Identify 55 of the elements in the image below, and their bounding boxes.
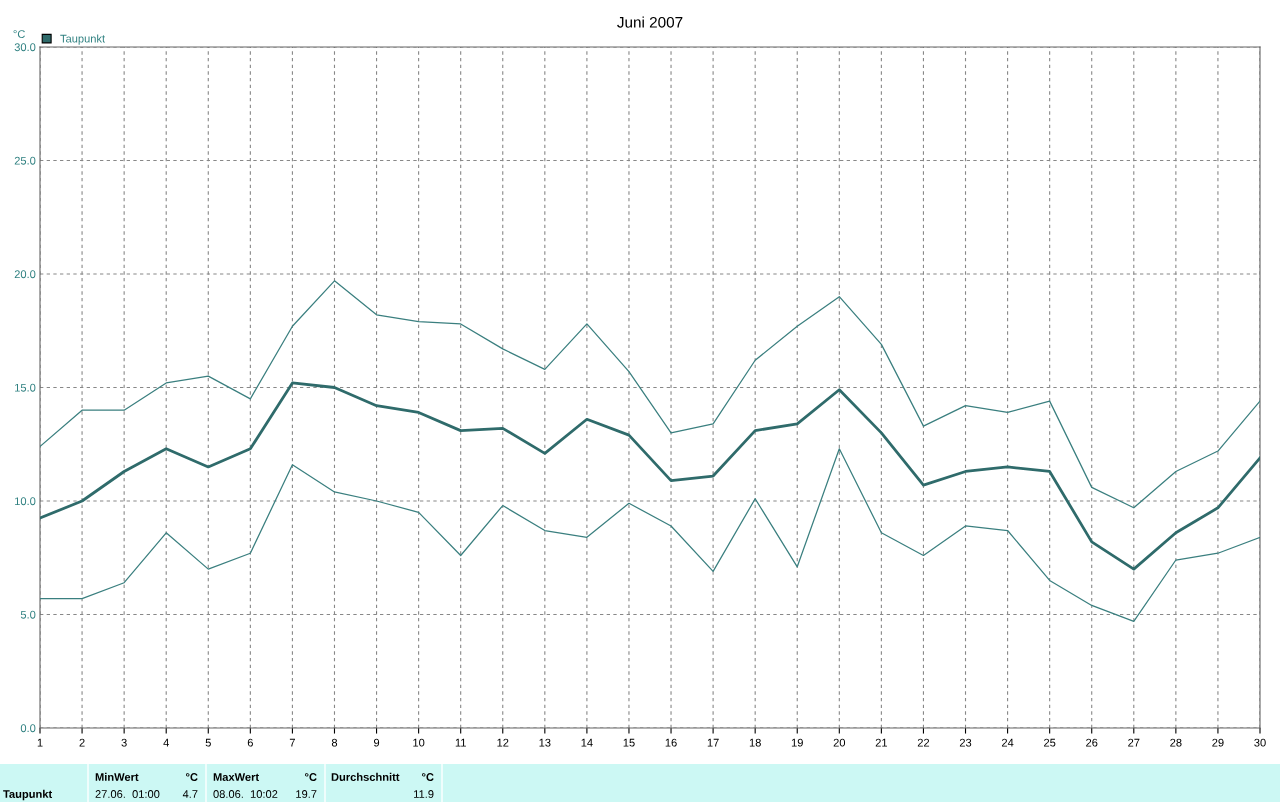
y-tick-label: 25.0 bbox=[14, 156, 36, 165]
x-tick-label: 12 bbox=[497, 738, 509, 747]
chart-title: Juni 2007 bbox=[617, 16, 683, 28]
y-tick-label: 20.0 bbox=[14, 270, 36, 279]
text: MaxWert bbox=[213, 773, 259, 781]
x-tick-label: 22 bbox=[917, 738, 930, 747]
x-tick-label: 28 bbox=[1170, 738, 1182, 747]
text: MinWert bbox=[95, 772, 139, 781]
x-tick-label: 10 bbox=[413, 738, 425, 747]
text: Taupunkt bbox=[3, 789, 53, 801]
legend-label: Taupunkt bbox=[60, 34, 106, 45]
x-tick-label: 15 bbox=[623, 738, 635, 747]
x-tick-label: 8 bbox=[331, 738, 338, 747]
text: °C bbox=[305, 773, 317, 781]
x-tick-label: 19 bbox=[791, 738, 803, 747]
x-tick-label: 1 bbox=[37, 738, 43, 747]
x-tick-label: 21 bbox=[875, 738, 888, 747]
text: 08.06. 10:02 bbox=[213, 790, 278, 798]
x-tick-label: 5 bbox=[205, 738, 211, 747]
y-tick-label: 30.0 bbox=[14, 43, 36, 52]
text: 4.7 bbox=[182, 790, 198, 798]
y-tick-label: 0.0 bbox=[20, 724, 36, 733]
text: Durchschnitt bbox=[331, 772, 400, 781]
text: 27.06. 01:00 bbox=[95, 790, 160, 798]
y-tick-label: 5.0 bbox=[20, 610, 36, 619]
x-tick-label: 14 bbox=[581, 738, 593, 747]
line-series bbox=[40, 381, 1260, 571]
x-tick-label: 2 bbox=[79, 738, 85, 747]
x-tick-label: 16 bbox=[665, 738, 677, 747]
text: 11.9 bbox=[414, 790, 434, 798]
x-tick-label: 9 bbox=[373, 738, 380, 747]
text: °C bbox=[422, 773, 434, 781]
text: °C bbox=[186, 773, 198, 781]
x-tick-label: 20 bbox=[833, 738, 846, 747]
x-tick-label: 23 bbox=[959, 738, 972, 747]
line-series bbox=[40, 448, 1260, 622]
x-tick-label: 3 bbox=[121, 738, 127, 747]
x-tick-label: 4 bbox=[163, 738, 169, 747]
x-tick-label: 13 bbox=[539, 738, 551, 747]
y-tick-label: 10.0 bbox=[15, 497, 36, 506]
x-tick-label: 17 bbox=[707, 738, 719, 747]
x-tick-label: 24 bbox=[1001, 738, 1014, 747]
text: 19.7 bbox=[296, 790, 317, 798]
y-axis-title: °C bbox=[13, 30, 25, 38]
x-tick-label: 30 bbox=[1254, 738, 1266, 747]
line-series bbox=[40, 280, 1260, 509]
x-tick-label: 18 bbox=[749, 738, 761, 747]
x-tick-label: 7 bbox=[289, 738, 295, 747]
x-tick-label: 26 bbox=[1086, 738, 1098, 747]
x-tick-label: 27 bbox=[1128, 738, 1140, 747]
y-tick-label: 15.0 bbox=[15, 383, 36, 392]
x-tick-label: 25 bbox=[1044, 738, 1056, 747]
x-tick-label: 11 bbox=[455, 738, 466, 747]
x-tick-label: 6 bbox=[247, 738, 253, 747]
x-tick-label: 29 bbox=[1212, 738, 1224, 747]
